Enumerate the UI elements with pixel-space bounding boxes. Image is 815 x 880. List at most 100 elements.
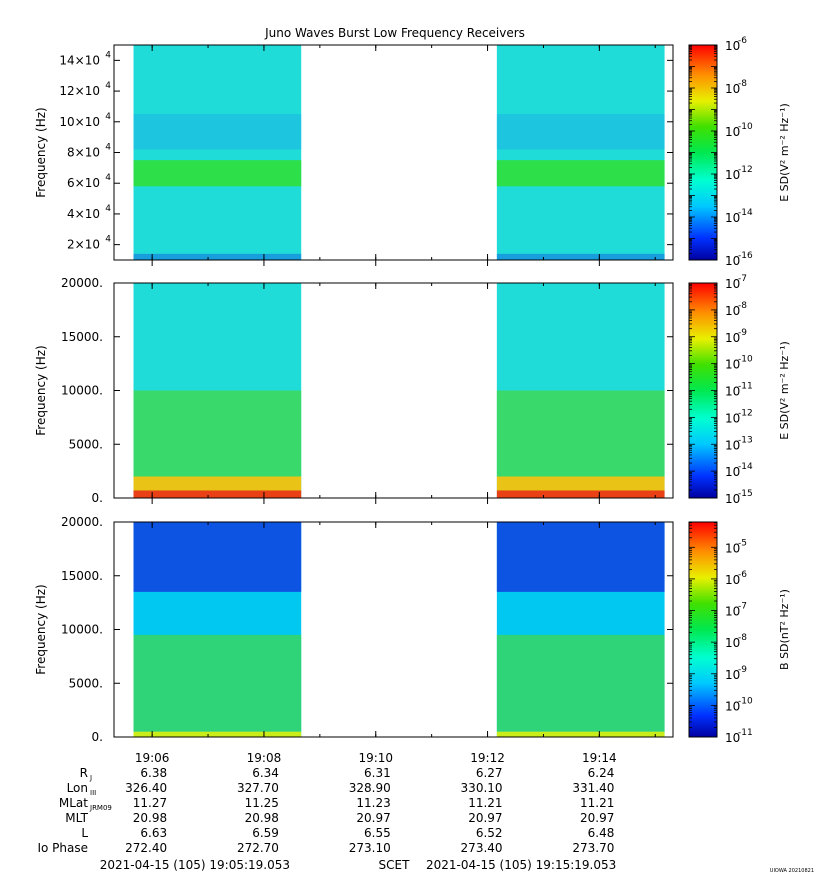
ephemeris-row-label: L	[81, 826, 88, 840]
ephemeris-value: 20.97	[356, 811, 390, 825]
colorbar-tick-label: 10	[725, 465, 740, 479]
ephemeris-value: 6.48	[588, 826, 615, 840]
colorbar-tick-label: 10	[725, 254, 740, 268]
colorbar-tick-label: 10	[725, 731, 740, 745]
colorbar-label: E SD(V² m⁻² Hz⁻¹)	[778, 341, 791, 440]
ephemeris-row-subscript: III	[90, 789, 96, 797]
colorbar-tick-label: 10	[725, 541, 740, 555]
x-tick-label: 19:14	[582, 751, 617, 765]
low-frequency-edge	[133, 253, 302, 260]
ephemeris-value: 6.34	[252, 766, 279, 780]
ephemeris-value: 328.90	[349, 781, 391, 795]
colorbar-tick-label: 10	[725, 573, 740, 587]
ephemeris-row-label: MLT	[65, 811, 88, 825]
emission-band	[133, 390, 302, 477]
ephemeris-value: 6.38	[140, 766, 167, 780]
colorbar-tick-exponent: -9	[738, 328, 747, 338]
colorbar-tick-exponent: -13	[738, 435, 753, 445]
y-tick-label: 10000.	[61, 623, 103, 637]
colorbar-tick-label: 10	[725, 277, 740, 291]
quiet-band	[496, 522, 665, 592]
ephemeris-value: 6.52	[476, 826, 503, 840]
ephemeris-value: 11.23	[356, 796, 390, 810]
ephemeris-value: 273.40	[461, 841, 503, 855]
y-tick-exponent: 4	[105, 204, 111, 214]
y-tick-label: 5000.	[69, 437, 103, 451]
y-tick-exponent: 4	[105, 50, 111, 60]
y-tick-label: 15000.	[61, 330, 103, 344]
colorbar-tick-exponent: -12	[738, 165, 753, 175]
ephemeris-value: 327.70	[237, 781, 279, 795]
ephemeris-value: 20.98	[133, 811, 167, 825]
ephemeris-value: 331.40	[572, 781, 614, 795]
colorbar-tick-exponent: -12	[738, 408, 753, 418]
colorbar	[688, 521, 718, 738]
colorbar-tick-exponent: -14	[738, 208, 753, 218]
colorbar-tick-label: 10	[725, 411, 740, 425]
colorbar-tick-label: 10	[725, 699, 740, 713]
ephemeris-value: 330.10	[461, 781, 503, 795]
ephemeris-value: 6.24	[588, 766, 615, 780]
y-axis-label: Frequency (Hz)	[34, 584, 48, 675]
colorbar-tick-exponent: -14	[738, 462, 753, 472]
colorbar-tick-label: 10	[725, 492, 740, 506]
colorbar-tick-exponent: -8	[738, 301, 747, 311]
ephemeris-row-label: Io Phase	[37, 841, 88, 855]
colorbar-tick-label: 10	[725, 668, 740, 682]
ephemeris-row-label: Lon	[67, 781, 88, 795]
ephemeris-value: 20.98	[245, 811, 279, 825]
ephemeris-row-label: R	[80, 766, 88, 780]
colorbar-label: E SD(V² m⁻² Hz⁻¹)	[778, 103, 791, 202]
emission-band	[133, 160, 302, 187]
colorbar-tick-label: 10	[725, 438, 740, 452]
ephemeris-value: 6.59	[252, 826, 279, 840]
colorbar-tick-exponent: -7	[738, 602, 747, 612]
footer-start-time: 2021-04-15 (105) 19:05:19.053	[100, 858, 290, 872]
ephemeris-value: 20.97	[580, 811, 614, 825]
ephemeris-value: 11.27	[133, 796, 167, 810]
y-tick-label: 2×10	[67, 238, 100, 252]
colorbar-tick-exponent: -7	[738, 274, 747, 284]
footer-scet-label: SCET	[379, 858, 411, 872]
ephemeris-value: 273.70	[572, 841, 614, 855]
y-axis-label: Frequency (Hz)	[34, 107, 48, 198]
low-frequency-edge	[496, 253, 665, 260]
low-frequency-edge	[133, 731, 302, 737]
ephemeris-value: 6.63	[140, 826, 167, 840]
colorbar-tick-exponent: -5	[738, 538, 747, 548]
spectrogram-block-1	[133, 45, 302, 260]
x-tick-label: 19:08	[247, 751, 282, 765]
colorbar-tick-label: 10	[725, 331, 740, 345]
y-tick-exponent: 4	[105, 143, 111, 153]
colorbar-tick-exponent: -10	[738, 355, 753, 365]
quiet-band	[133, 522, 302, 592]
colorbar-tick-label: 10	[725, 304, 740, 318]
emission-band	[496, 390, 665, 477]
colorbar-tick-exponent: -11	[738, 728, 753, 738]
colorbar-tick-exponent: -10	[738, 122, 753, 132]
colorbar-tick-label: 10	[725, 358, 740, 372]
intense-low-band	[133, 476, 302, 491]
y-axis-label: Frequency (Hz)	[34, 345, 48, 436]
ephemeris-row-subscript: JRM09	[89, 804, 112, 812]
colorbar-tick-label: 10	[725, 39, 740, 53]
emission-band	[496, 160, 665, 187]
ephemeris-value: 11.25	[245, 796, 279, 810]
y-tick-exponent: 4	[105, 81, 111, 91]
intense-base-band	[133, 490, 302, 498]
low-frequency-edge	[496, 731, 665, 737]
intense-base-band	[496, 490, 665, 498]
colorbar-tick-exponent: -6	[738, 36, 747, 46]
ephemeris-value: 6.31	[364, 766, 391, 780]
ephemeris-value: 11.21	[468, 796, 502, 810]
colorbar-tick-label: 10	[725, 636, 740, 650]
colorbar-tick-exponent: -6	[738, 570, 747, 580]
colorbar-tick-exponent: -15	[738, 489, 753, 499]
colorbar-tick-label: 10	[725, 82, 740, 96]
y-tick-label: 20000.	[61, 276, 103, 290]
y-tick-label: 10×10	[59, 115, 100, 129]
spectrogram-block-2	[496, 45, 665, 260]
y-tick-exponent: 4	[105, 173, 111, 183]
emission-band	[496, 634, 665, 732]
